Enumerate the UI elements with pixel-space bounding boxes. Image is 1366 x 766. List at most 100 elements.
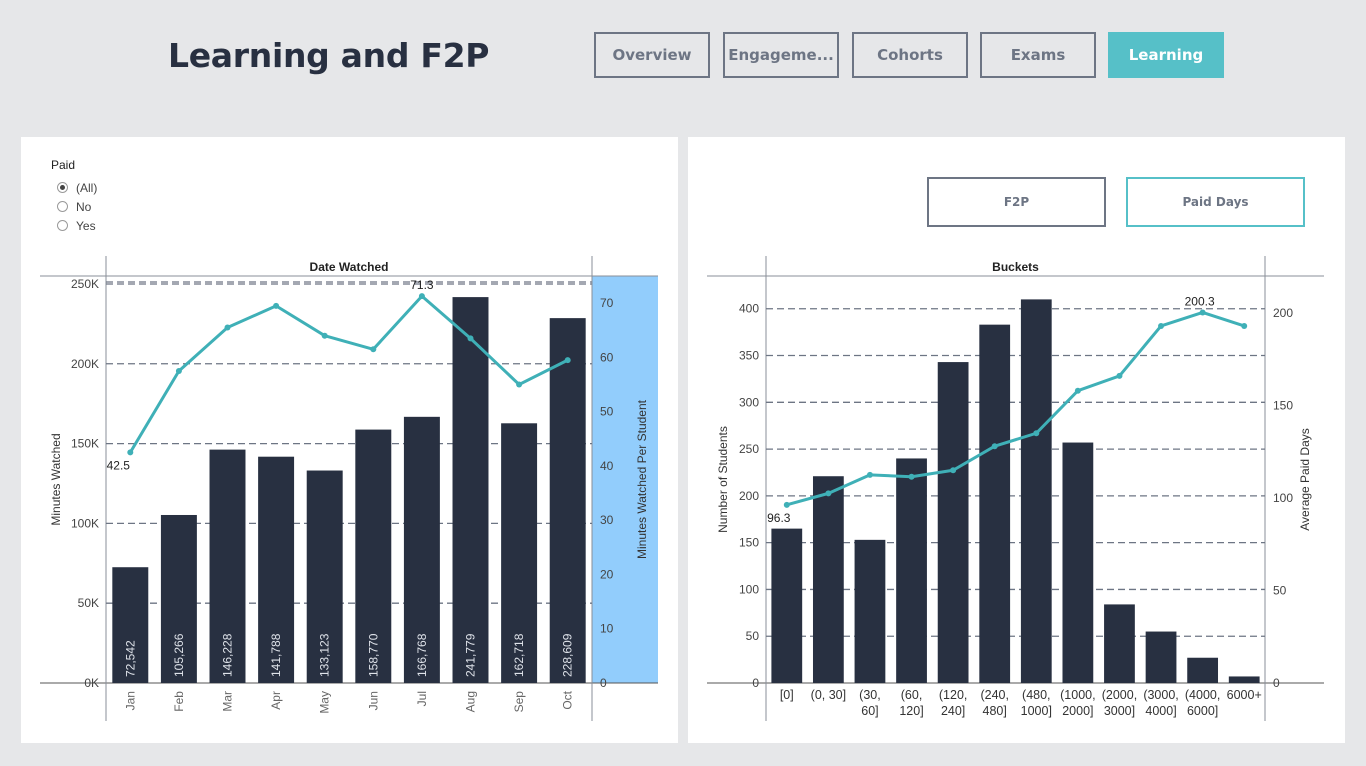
bar	[549, 318, 586, 683]
paid-filter-option-no[interactable]: No	[51, 197, 97, 216]
bar-value-label: 146,228	[221, 633, 235, 677]
x-tick-label: [0]	[780, 688, 794, 702]
x-tick-label: Apr	[269, 691, 283, 710]
chart-title: Buckets	[992, 260, 1039, 274]
tab-cohorts[interactable]: Cohorts	[852, 32, 968, 78]
bar	[403, 416, 440, 683]
y-axis-title: Minutes Watched	[49, 433, 63, 525]
buckets-panel: F2P Paid Days Buckets 0 50 100 150 200 250 300 3…	[688, 137, 1345, 743]
x-tick-label: 240]	[941, 704, 965, 718]
x-tick-label: (60,	[901, 688, 923, 702]
paid-filter-option-label: Yes	[76, 218, 96, 233]
x-tick-label: (1000,	[1060, 688, 1095, 702]
buckets-chart: Buckets 0 50 100 150 200 250 300 350 400 0 50 100 150…	[707, 256, 1324, 721]
bar	[1062, 442, 1094, 683]
line-series	[786, 310, 1245, 507]
bar	[1104, 604, 1135, 683]
y2-tick-label: 60	[600, 350, 614, 364]
bar-value-label: 105,266	[172, 633, 186, 677]
y-tick-label: 50	[746, 629, 760, 643]
tab-exams[interactable]: Exams	[980, 32, 1096, 78]
y2-tick-label: 50	[600, 405, 614, 419]
x-tick-label: Oct	[561, 690, 575, 709]
paid-days-button[interactable]: Paid Days	[1126, 177, 1305, 227]
bar	[771, 528, 803, 683]
bar-value-label: 241,779	[464, 633, 478, 677]
x-tick-label: 3000]	[1104, 704, 1135, 718]
y-axis-title: Number of Students	[716, 426, 730, 533]
bar	[1228, 676, 1260, 683]
line-point	[866, 471, 873, 478]
paid-filter: Paid (All) No Yes	[51, 158, 97, 235]
page-title: Learning and F2P	[168, 36, 490, 75]
y2-tick-label: 20	[600, 567, 614, 581]
bar-value-label: 162,718	[512, 633, 526, 677]
y-tick-label: 150K	[71, 437, 99, 451]
line-point	[516, 381, 523, 388]
y-tick-label: 200	[739, 489, 759, 503]
tab-overview[interactable]: Overview	[594, 32, 710, 78]
bar	[306, 470, 343, 683]
bar	[501, 423, 538, 683]
x-tick-label: Feb	[172, 691, 186, 712]
x-tick-label: (480,	[1022, 688, 1051, 702]
bar	[937, 362, 969, 683]
bar	[452, 297, 489, 683]
paid-filter-title: Paid	[51, 158, 76, 172]
x-tick-label: (120,	[939, 688, 968, 702]
y-tick-label: 50K	[78, 596, 99, 610]
bar	[112, 567, 149, 683]
y2-tick-label: 0	[1273, 676, 1280, 690]
line-point	[175, 367, 182, 374]
x-tick-label: 60]	[861, 704, 878, 718]
paid-filter-option-label: (All)	[76, 180, 98, 195]
radio-icon[interactable]	[57, 182, 68, 193]
chart-title: Date Watched	[310, 260, 389, 274]
line-point	[991, 443, 998, 450]
x-tick-label: 480]	[983, 704, 1007, 718]
x-tick-label: 2000]	[1062, 704, 1093, 718]
tab-learning[interactable]: Learning	[1108, 32, 1224, 78]
line-point	[1116, 372, 1123, 379]
x-tick-label: (2000,	[1102, 688, 1137, 702]
y2-tick-label: 70	[600, 296, 614, 310]
x-tick-label: (4000,	[1185, 688, 1220, 702]
paid-filter-option-label: No	[76, 199, 92, 214]
line-point	[950, 467, 957, 474]
y2-tick-label: 0	[600, 676, 607, 690]
x-tick-label: Jan	[123, 691, 137, 710]
x-tick-label: 120]	[899, 704, 923, 718]
tab-engagement[interactable]: Engageme...	[723, 32, 839, 78]
x-tick-label: 4000]	[1145, 704, 1176, 718]
line-point	[418, 293, 425, 300]
bar-value-label: 158,770	[366, 633, 380, 677]
line-point	[273, 302, 280, 309]
y2-tick-label: 150	[1273, 399, 1293, 413]
line-point	[1158, 322, 1165, 329]
line-annotation: 96.3	[767, 511, 791, 525]
line-point	[224, 324, 231, 331]
line-point	[370, 346, 377, 353]
y-tick-label: 150	[739, 536, 759, 550]
y-tick-label: 250	[739, 442, 759, 456]
x-tick-label: (3000,	[1143, 688, 1178, 702]
paid-filter-option-yes[interactable]: Yes	[51, 216, 97, 235]
bar	[355, 429, 392, 683]
paid-filter-option-all[interactable]: (All)	[51, 178, 97, 197]
line-point	[1033, 430, 1040, 437]
radio-icon[interactable]	[57, 220, 68, 231]
bar	[160, 514, 197, 683]
f2p-button[interactable]: F2P	[927, 177, 1106, 227]
bar-value-label: 228,609	[561, 633, 575, 677]
y2-tick-label: 30	[600, 513, 614, 527]
line-annotation: 200.3	[1185, 294, 1215, 308]
line-point	[1199, 309, 1206, 316]
y-tick-label: 100	[739, 582, 759, 596]
x-tick-label: May	[318, 691, 332, 714]
line-point	[564, 357, 571, 364]
x-tick-label: Sep	[512, 691, 526, 713]
bar	[854, 539, 886, 683]
radio-icon[interactable]	[57, 201, 68, 212]
line-annotation: 71.3	[410, 278, 434, 292]
y2-tick-label: 100	[1273, 491, 1293, 505]
